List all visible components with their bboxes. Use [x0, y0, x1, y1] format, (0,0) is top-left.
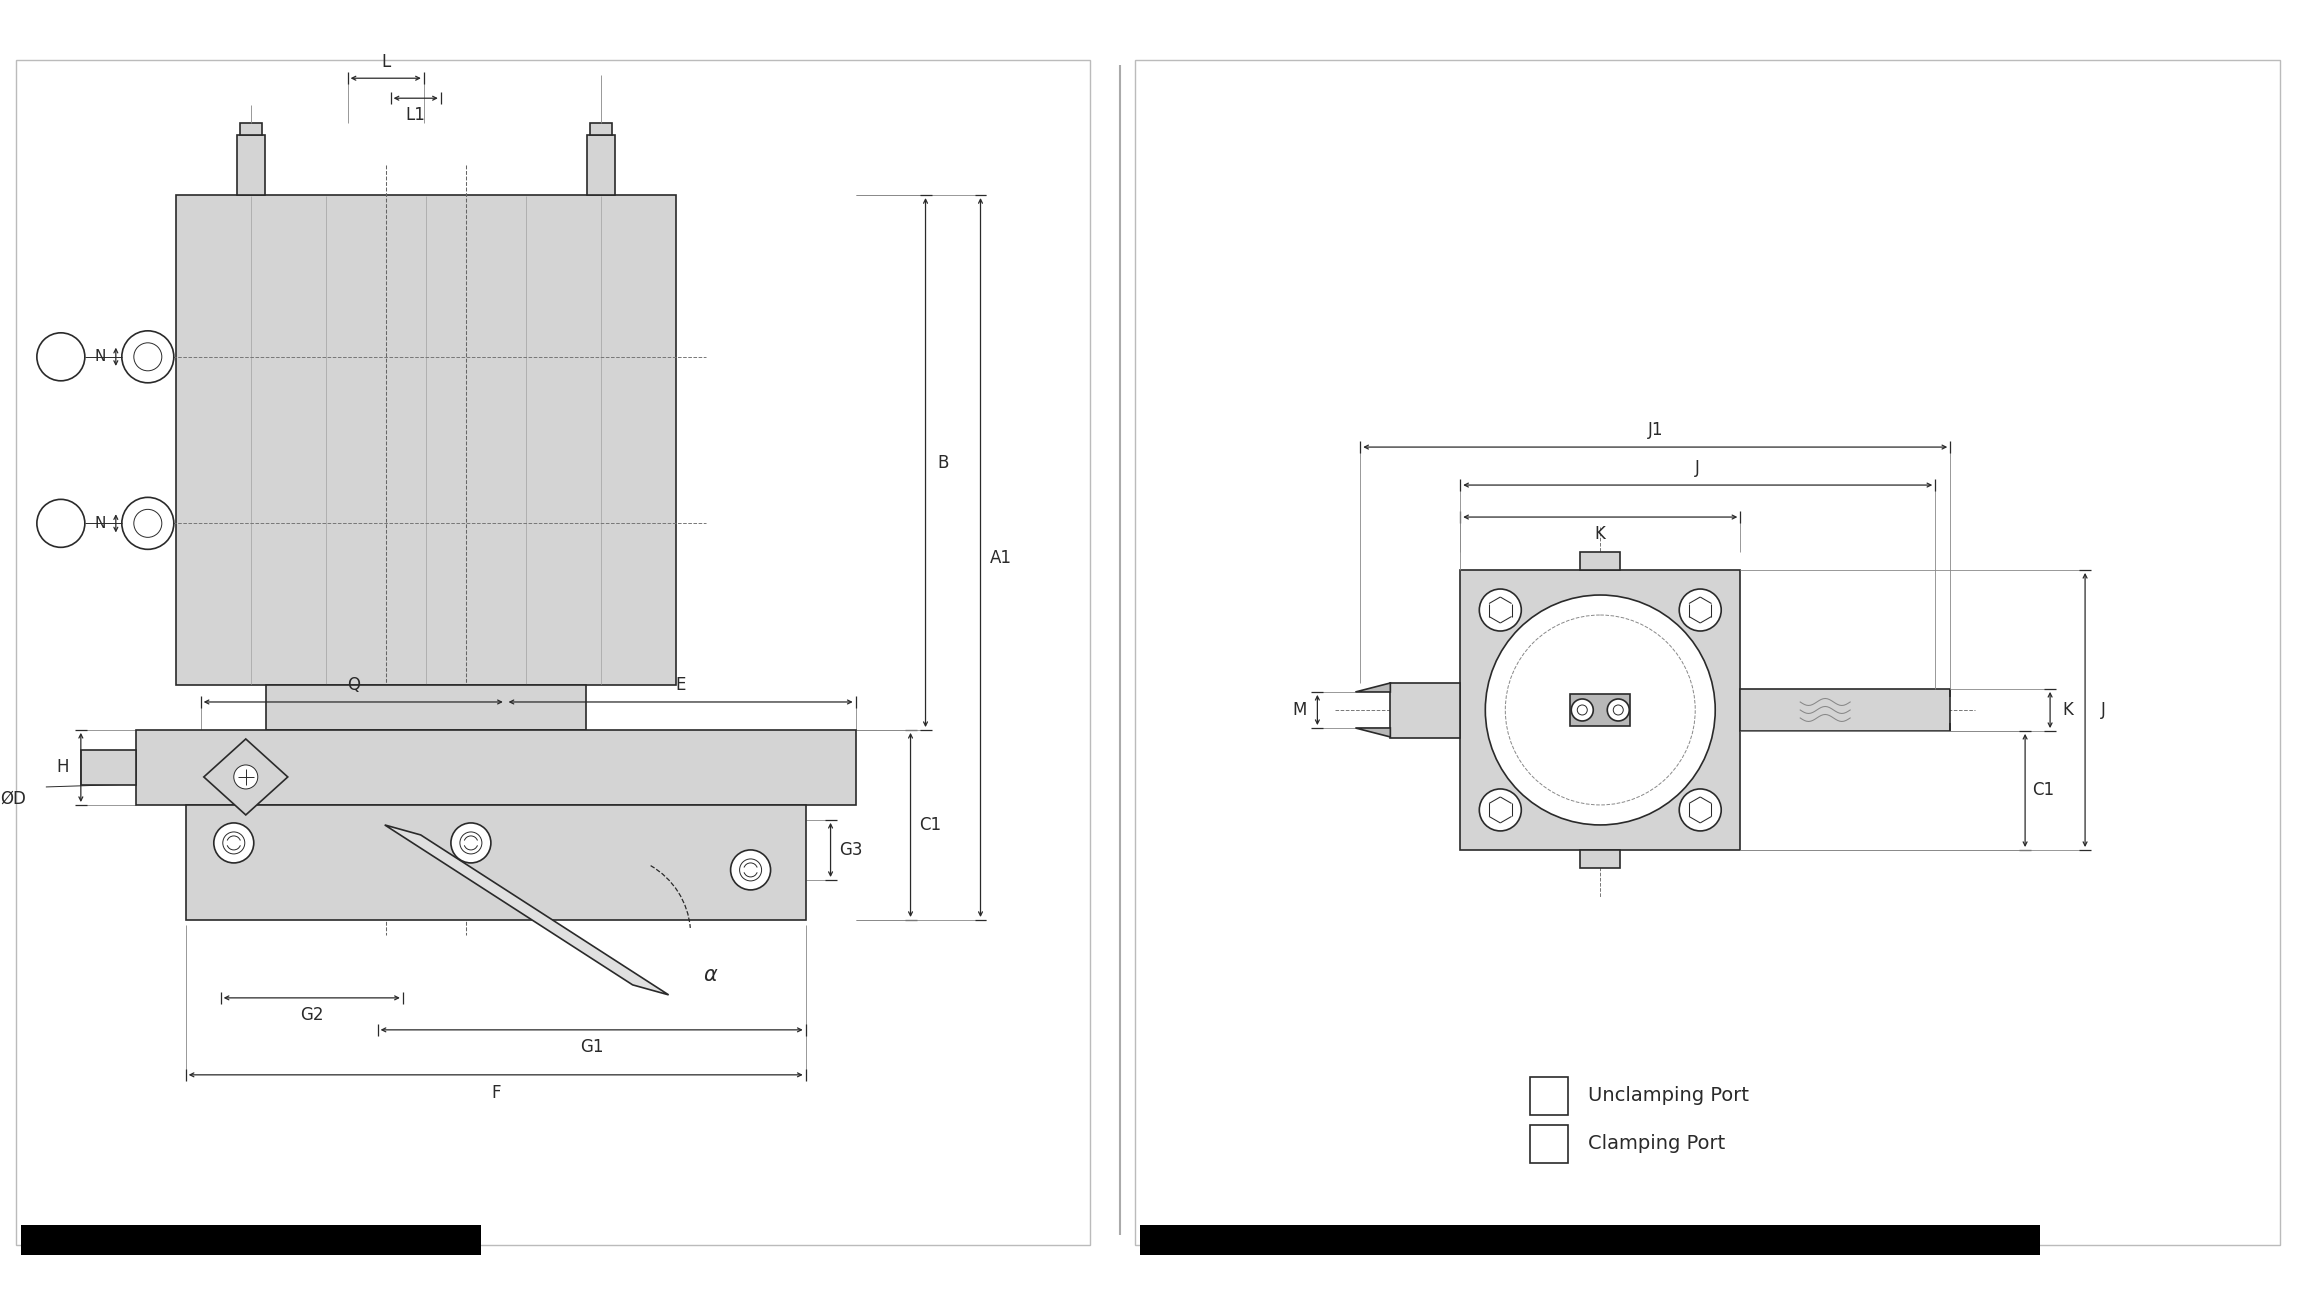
Text: N: N [94, 350, 106, 364]
Circle shape [37, 499, 85, 547]
Text: F: F [490, 1084, 501, 1102]
Bar [1741, 689, 1950, 731]
Circle shape [235, 764, 258, 789]
Bar [1580, 552, 1619, 569]
Bar [21, 1225, 481, 1254]
Text: L1: L1 [405, 107, 426, 125]
Circle shape [731, 850, 770, 891]
Text: J: J [2100, 701, 2104, 719]
Polygon shape [1355, 682, 1389, 692]
Circle shape [1486, 595, 1716, 826]
Text: H: H [58, 758, 69, 776]
Bar [136, 731, 856, 805]
Text: Clamping Port: Clamping Port [1589, 1135, 1725, 1153]
Circle shape [451, 823, 490, 863]
Bar [1460, 569, 1741, 850]
Text: α: α [704, 965, 718, 985]
Text: G2: G2 [299, 1006, 324, 1024]
Text: C1: C1 [2031, 781, 2054, 800]
Bar [175, 195, 676, 685]
Circle shape [1679, 789, 1720, 831]
Text: Unclamping Port: Unclamping Port [1589, 1087, 1750, 1105]
Polygon shape [205, 738, 288, 815]
Circle shape [1679, 589, 1720, 630]
Text: E: E [676, 676, 685, 694]
Polygon shape [1355, 728, 1389, 737]
Circle shape [1479, 589, 1520, 630]
Bar [589, 124, 612, 135]
Text: G1: G1 [580, 1037, 603, 1056]
Bar [267, 685, 586, 731]
Text: K: K [1594, 525, 1605, 543]
Text: J1: J1 [1647, 421, 1663, 439]
Bar [186, 805, 805, 920]
Text: A: A [53, 348, 67, 365]
Bar [1389, 682, 1460, 738]
Circle shape [122, 330, 175, 382]
Bar [237, 135, 264, 195]
Text: B: B [53, 515, 67, 532]
Bar [1580, 850, 1619, 868]
Polygon shape [384, 826, 669, 994]
Bar [1530, 1076, 1569, 1115]
Text: J: J [1695, 459, 1700, 477]
Bar [1136, 60, 2279, 1245]
Bar [586, 135, 614, 195]
Bar [16, 60, 1090, 1245]
Circle shape [1479, 789, 1520, 831]
Text: B: B [1543, 1087, 1557, 1105]
Text: L: L [382, 53, 391, 72]
Text: N: N [94, 516, 106, 530]
Bar [1571, 694, 1631, 725]
Text: M: M [1293, 701, 1306, 719]
Text: Q: Q [347, 676, 359, 694]
Circle shape [37, 333, 85, 381]
Bar [81, 750, 136, 785]
Circle shape [1571, 699, 1594, 722]
Text: G3: G3 [840, 841, 862, 859]
Text: A: A [1543, 1135, 1557, 1153]
Circle shape [122, 498, 175, 550]
Circle shape [214, 823, 253, 863]
Circle shape [1608, 699, 1628, 722]
Bar [1530, 1124, 1569, 1162]
Text: K: K [2063, 701, 2075, 719]
Bar [1141, 1225, 2040, 1254]
Text: A1: A1 [989, 549, 1012, 567]
Text: C1: C1 [920, 816, 941, 833]
Text: ØD: ØD [0, 790, 25, 807]
Bar [239, 124, 262, 135]
Text: C2: C2 [1603, 711, 1622, 725]
Text: B: B [938, 454, 950, 472]
